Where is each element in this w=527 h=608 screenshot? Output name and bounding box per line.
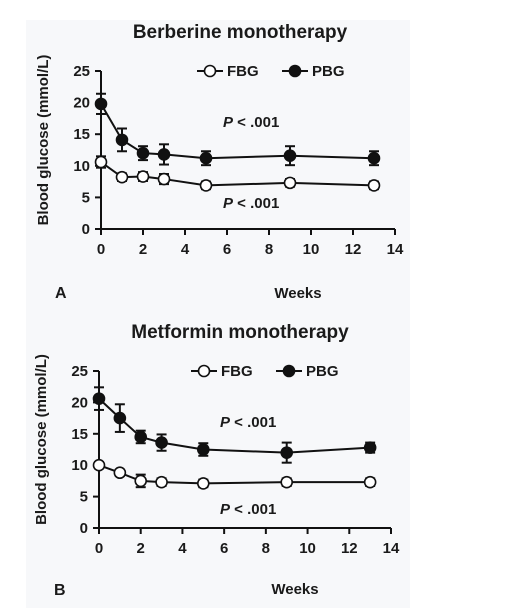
series-pbg [94,92,381,167]
data-point [367,151,381,165]
y-tick-label: 10 [71,457,88,474]
legend: FBG PBG [197,63,345,80]
legend-marker [288,64,302,78]
y-tick-label: 5 [82,189,90,206]
p-symbol: P [220,501,231,518]
p-value-text: < .001 [233,195,279,212]
data-point [94,97,108,111]
data-point [92,392,106,405]
data-point [199,151,213,165]
p-symbol: P [220,414,231,431]
x-axis-label: Weeks [271,581,318,598]
data-point [113,411,127,425]
data-point [157,172,171,186]
legend-marker [197,364,211,378]
legend-label: PBG [306,363,339,380]
x-tick-label: 0 [97,241,105,258]
p-symbol: P [223,195,234,212]
x-axis-label: Weeks [274,285,321,302]
data-point [134,430,148,444]
p-value-annotation: P < .001 [220,501,276,518]
p-symbol: P [223,114,234,131]
x-tick-label: 8 [262,540,270,557]
x-tick-label: 0 [95,540,103,557]
x-tick-label: 12 [341,540,358,557]
p-value-annotation: P < .001 [223,195,279,212]
legend-label: PBG [312,63,345,80]
data-point [92,458,106,472]
p-value-text: < .001 [233,114,279,131]
y-tick-label: 15 [71,426,88,443]
p-value-annotation: P < .001 [220,414,276,431]
p-value-annotation: P < .001 [223,114,279,131]
legend-label: FBG [227,63,259,80]
y-tick-label: 25 [73,63,90,80]
x-tick-label: 2 [139,241,147,258]
data-point [94,155,108,169]
data-point [196,477,210,490]
chart-title: Metformin monotherapy [131,322,349,343]
x-tick-label: 14 [387,241,404,258]
chart-panel-a: Berberine monotherapy 0 5 10 15 20 25 0 2 4 6 8 10 12… [35,22,404,302]
x-tick-label: 8 [265,241,273,258]
data-point [115,170,129,184]
series-pbg [92,386,377,464]
data-point [283,149,297,162]
chart-title: Berberine monotherapy [133,22,348,43]
legend-marker [203,64,217,78]
data-point [113,466,127,480]
series-fbg [92,458,377,490]
y-tick-label: 20 [73,95,90,112]
legend-marker [282,364,296,378]
x-tick-label: 12 [345,241,362,258]
chart-panel-b: Metformin monotherapy 0 5 10 15 20 25 0 2 4 6 8 10 12… [33,322,400,599]
y-tick-label: 10 [73,158,90,175]
x-tick-label: 6 [223,241,231,258]
panel-letter: B [54,582,66,599]
data-point [363,441,377,454]
y-axis-label: Blood glucose (mmol/L) [33,354,50,525]
data-point [136,170,150,183]
p-value-text: < .001 [230,501,276,518]
x-tick-label: 2 [137,540,145,557]
y-tick-label: 15 [73,126,90,143]
x-tick-label: 10 [299,540,316,557]
data-point [134,474,148,488]
data-point [367,179,381,192]
data-point [199,179,213,192]
data-point [196,443,210,456]
data-point [280,475,294,489]
data-point [283,176,297,190]
figure-panel-background [26,20,410,608]
y-tick-label: 0 [80,520,88,537]
data-point [155,436,168,449]
y-axis-label: Blood glucose (mmol/L) [35,55,52,226]
data-point [280,446,294,459]
x-tick-label: 4 [178,540,187,557]
y-tick-label: 0 [82,221,90,238]
data-point [363,475,377,489]
x-tick-label: 4 [181,241,190,258]
p-value-text: < .001 [230,414,276,431]
x-tick-label: 10 [303,241,320,258]
x-tick-label: 6 [220,540,228,557]
y-tick-label: 5 [80,489,88,506]
panel-letter: A [55,285,67,302]
legend: FBG PBG [191,363,339,380]
data-point [155,475,168,489]
y-tick-label: 25 [71,363,88,380]
data-point [136,146,150,160]
x-tick-label: 14 [383,540,400,557]
y-tick-label: 20 [71,394,88,411]
data-point [115,133,129,147]
legend-label: FBG [221,363,253,380]
series-fbg [94,155,381,192]
data-point [157,148,171,161]
